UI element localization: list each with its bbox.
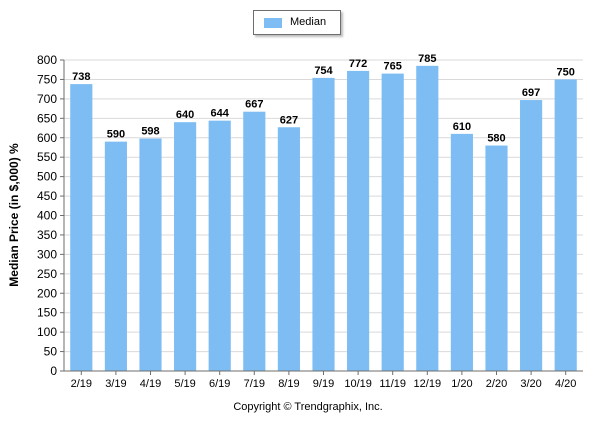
y-tick-label: 750	[37, 72, 57, 86]
data-label: 644	[211, 108, 230, 120]
x-tick-label: 4/20	[555, 378, 576, 390]
x-tick-label: 3/19	[105, 378, 126, 390]
data-label: 772	[349, 58, 367, 70]
y-tick-label: 350	[37, 228, 57, 242]
data-label: 765	[384, 61, 402, 73]
y-tick-label: 0	[50, 364, 57, 378]
y-tick-label: 600	[37, 131, 57, 145]
x-tick-label: 2/19	[71, 378, 92, 390]
legend-label-median: Median	[290, 16, 327, 28]
y-tick-label: 100	[37, 325, 57, 339]
legend-swatch-median	[264, 18, 282, 28]
bar	[312, 77, 335, 371]
y-tick-label: 550	[37, 150, 57, 164]
y-tick-label: 400	[37, 209, 57, 223]
bar	[381, 73, 404, 371]
y-tick-label: 650	[37, 111, 57, 125]
x-tick-label: 10/19	[344, 378, 372, 390]
data-label: 667	[245, 99, 263, 111]
copyright-text: Copyright © Trendgraphix, Inc.	[233, 401, 383, 413]
data-label: 610	[453, 121, 471, 133]
y-axis-ticks: 0 50 100 150 200 250 300 350 400 450 500 550 600 650 7…	[37, 53, 57, 378]
y-tick-label: 200	[37, 286, 57, 300]
data-label: 750	[557, 66, 575, 78]
x-tick-label: 2/20	[486, 378, 507, 390]
bar	[104, 141, 127, 371]
bar	[208, 120, 231, 372]
y-tick-label: 150	[37, 306, 57, 320]
data-label: 590	[107, 129, 125, 141]
data-label: 598	[141, 126, 159, 138]
x-tick-label: 1/20	[451, 378, 472, 390]
x-tick-label: 12/19	[414, 378, 442, 390]
y-tick-label: 300	[37, 247, 57, 261]
x-tick-label: 6/19	[209, 378, 230, 390]
data-label: 580	[487, 133, 505, 145]
data-label: 754	[314, 65, 333, 77]
data-label: 738	[72, 71, 90, 83]
legend: Median	[253, 10, 341, 35]
x-tick-label: 8/19	[278, 378, 299, 390]
bar	[416, 65, 439, 372]
y-tick-label: 250	[37, 267, 57, 281]
bar	[450, 133, 473, 371]
x-axis-ticks: 2/19 3/19 4/19 5/19 6/19 7/19 8/19 9/19 10/19 11/…	[71, 371, 576, 390]
y-tick-label: 700	[37, 92, 57, 106]
bar	[347, 70, 370, 371]
data-label: 785	[418, 53, 436, 65]
y-tick-label: 450	[37, 189, 57, 203]
bar	[70, 84, 93, 371]
x-tick-label: 4/19	[140, 378, 161, 390]
bar	[139, 138, 162, 371]
x-tick-label: 11/19	[379, 378, 406, 390]
data-label: 627	[280, 114, 298, 126]
y-tick-label: 800	[37, 53, 57, 67]
data-label: 697	[522, 87, 540, 99]
bar	[243, 111, 266, 372]
x-tick-label: 7/19	[244, 378, 265, 390]
x-tick-label: 3/20	[520, 378, 541, 390]
bar	[554, 79, 577, 371]
y-tick-label: 500	[37, 170, 57, 184]
y-tick-label: 50	[44, 345, 58, 359]
bar	[277, 127, 300, 371]
bars	[70, 65, 577, 372]
y-axis-label: Median Price (in $,000) %	[7, 143, 21, 287]
bar	[485, 145, 508, 371]
bar	[520, 100, 543, 371]
data-label: 640	[176, 109, 194, 121]
bar	[174, 122, 197, 371]
x-tick-label: 9/19	[313, 378, 334, 390]
data-labels: 738 590 598 640 644 667 627 754 772 765 785 610 580 6…	[72, 53, 575, 145]
x-tick-label: 5/19	[174, 378, 195, 390]
